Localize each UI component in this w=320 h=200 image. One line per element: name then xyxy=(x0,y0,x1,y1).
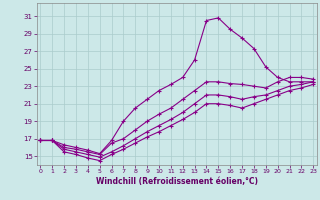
X-axis label: Windchill (Refroidissement éolien,°C): Windchill (Refroidissement éolien,°C) xyxy=(96,177,258,186)
